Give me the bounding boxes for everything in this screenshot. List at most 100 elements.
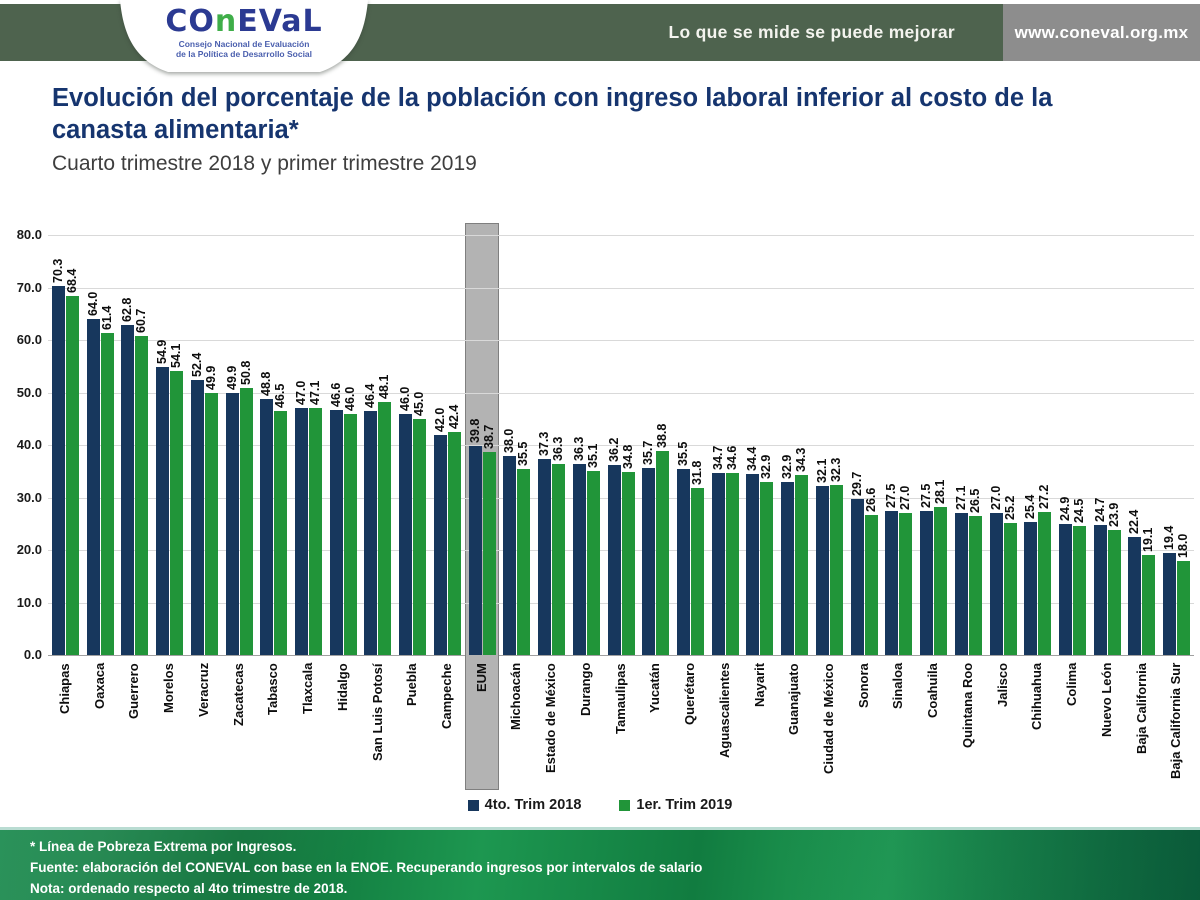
y-axis: 0.0 10.0 20.0 30.0 40.0 50.0 60.0 70.0 80.0: [0, 227, 42, 662]
x-axis-label: Yucatán: [647, 663, 663, 713]
website-box: www.coneval.org.mx: [1003, 4, 1200, 61]
bar-value-label: 35.5: [516, 441, 531, 466]
bar-q1-2019: [725, 473, 739, 655]
coneval-logo-word: COnEVaL: [118, 7, 370, 37]
footer-source: Fuente: elaboración del CONEVAL con base…: [30, 860, 703, 875]
bar-value-label: 24.5: [1071, 499, 1086, 524]
footer-band: * Línea de Pobreza Extrema por Ingresos.…: [0, 830, 1200, 900]
bar-value-label: 36.3: [571, 437, 586, 462]
y-axis-label: 0.0: [23, 647, 42, 662]
logo-subtitle-line1: Consejo Nacional de Evaluación: [178, 39, 310, 49]
bar-value-label: 28.1: [933, 480, 948, 505]
x-axis-label: Hidalgo: [334, 663, 350, 711]
bar-q4-2018: [885, 510, 899, 655]
bar-q1-2019: [552, 464, 566, 655]
bar-q1-2019: [586, 470, 600, 655]
bar-q1-2019: [899, 513, 913, 655]
gridline: [48, 287, 1194, 289]
bar-value-label: 46.5: [273, 383, 288, 408]
logo-subtitle-line2: de la Política de Desarrollo Social: [175, 49, 313, 59]
bar-q4-2018: [711, 472, 725, 655]
x-axis-label: Sinaloa: [890, 663, 906, 710]
bar-q1-2019: [170, 370, 184, 655]
bar-q4-2018: [433, 434, 447, 655]
bar-value-label: 61.4: [99, 305, 114, 330]
y-axis-label: 80.0: [16, 227, 42, 242]
bar-value-label: 26.5: [967, 488, 982, 513]
x-axis-label: Colima: [1064, 663, 1080, 707]
footer-note-lpei: * Línea de Pobreza Extrema por Ingresos.: [30, 839, 297, 854]
bar-q4-2018: [746, 474, 760, 655]
x-axis-label: Baja California Sur: [1168, 663, 1184, 780]
gridline: [48, 392, 1194, 394]
gridline: [48, 445, 1194, 446]
x-axis-label: Michoacán: [508, 663, 524, 731]
bar-q4-2018: [989, 513, 1003, 655]
x-axis-label: Veracruz: [195, 663, 211, 718]
bar-q4-2018: [468, 446, 482, 655]
bar-value-label: 37.3: [537, 431, 552, 457]
x-axis-label: Morelos: [161, 663, 177, 713]
bar-q4-2018: [642, 467, 656, 655]
logo-part-eval: EVaL: [237, 4, 323, 39]
bar-q4-2018: [225, 393, 239, 655]
bar-value-label: 64.0: [85, 291, 100, 316]
bar-q1-2019: [65, 295, 79, 655]
gridline: [48, 497, 1194, 499]
bar-value-label: 50.8: [238, 360, 253, 386]
bar-value-label: 46.0: [398, 386, 413, 411]
x-axis-label: Quintana Roo: [959, 663, 975, 749]
gridline: [48, 602, 1194, 604]
x-axis-label: Durango: [577, 663, 593, 717]
x-axis-label: Tabasco: [265, 663, 281, 715]
bar-q1-2019: [274, 410, 288, 655]
bar-value-label: 47.1: [307, 380, 322, 405]
bar-value-label: 27.2: [1037, 484, 1052, 510]
chart-legend: 4to. Trim 2018 1er. Trim 2019: [0, 797, 1200, 813]
bar-value-label: 49.9: [224, 365, 239, 391]
bar-q1-2019: [1142, 554, 1156, 655]
bar-q4-2018: [190, 379, 204, 655]
bar-q4-2018: [850, 499, 864, 655]
bar-value-label: 27.1: [953, 485, 968, 510]
bar-q1-2019: [482, 451, 496, 655]
bar-value-label: 32.1: [814, 459, 829, 484]
legend-swatch-q4-2018: [467, 799, 479, 811]
bar-q1-2019: [829, 485, 843, 655]
x-axis-label: Jalisco: [994, 663, 1010, 708]
legend-label-q1-2019: 1er. Trim 2019: [636, 797, 733, 813]
bar-q4-2018: [121, 325, 135, 655]
bar-value-label: 68.4: [64, 268, 79, 293]
bar-value-label: 27.0: [988, 485, 1003, 511]
bar-value-label: 32.3: [828, 458, 843, 483]
bar-q4-2018: [503, 455, 517, 655]
bar-value-label: 19.1: [1141, 527, 1156, 552]
y-axis-label: 50.0: [16, 384, 42, 400]
bar-value-label: 32.9: [780, 454, 795, 480]
x-axis-label: Campeche: [439, 663, 454, 729]
bar-q4-2018: [954, 512, 968, 655]
x-axis-label: San Luis Potosí: [369, 663, 385, 761]
logo-part-co: CO: [165, 4, 215, 39]
bar-value-label: 45.0: [412, 391, 427, 416]
bar-q1-2019: [343, 413, 357, 655]
bar-value-label: 24.9: [1057, 496, 1072, 522]
x-axis-label: Chiapas: [57, 663, 72, 714]
bar-value-label: 35.7: [641, 440, 656, 465]
legend-item-q1-2019: 1er. Trim 2019: [619, 797, 732, 813]
bar-value-label: 48.8: [259, 371, 274, 396]
legend-item-q4-2018: 4to. Trim 2018: [467, 797, 581, 813]
gridline: [48, 550, 1194, 551]
x-axis-label: Nayarit: [751, 663, 767, 708]
bar-value-label: 70.3: [50, 258, 65, 283]
bar-value-label: 23.9: [1106, 502, 1121, 527]
page-title: Evolución del porcentaje de la población…: [52, 84, 1053, 144]
bar-value-label: 25.2: [1002, 495, 1017, 520]
logo-part-n: n: [214, 4, 238, 39]
x-axis-label: Chihuahua: [1029, 663, 1045, 731]
footer-order-note: Nota: ordenado respecto al 4to trimestre…: [30, 881, 348, 896]
x-axis-label: Querétaro: [682, 663, 698, 726]
bar-value-label: 60.7: [134, 308, 149, 334]
bar-q4-2018: [1128, 537, 1142, 655]
bar-q4-2018: [364, 411, 378, 655]
